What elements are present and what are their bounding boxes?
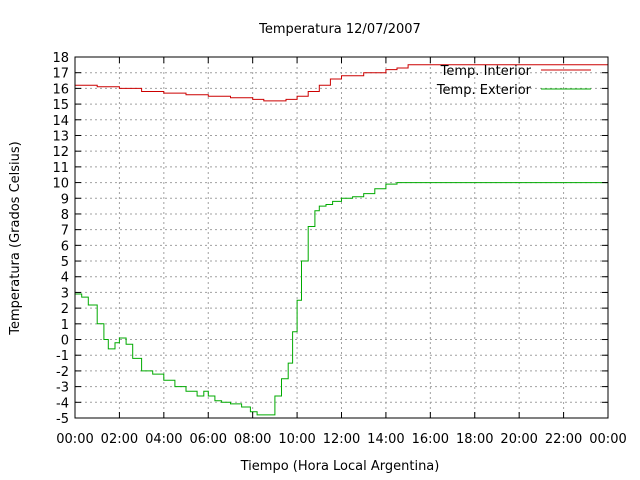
y-tick-label: 8 bbox=[61, 208, 69, 223]
x-tick-label: 18:00 bbox=[456, 432, 493, 447]
legend-label-exterior: Temp. Exterior bbox=[436, 83, 532, 98]
y-tick-label: 7 bbox=[61, 224, 69, 239]
y-tick-label: 2 bbox=[61, 302, 69, 317]
x-tick-label: 12:00 bbox=[323, 432, 360, 447]
y-tick-label: 4 bbox=[61, 271, 69, 286]
y-tick-label: 5 bbox=[61, 255, 69, 270]
y-axis-label: Temperatura (Grados Celsius) bbox=[8, 141, 23, 335]
y-tick-label: 14 bbox=[52, 114, 69, 129]
axis-ticks bbox=[74, 56, 609, 419]
y-tick-label: -5 bbox=[56, 412, 69, 427]
y-tick-label: 15 bbox=[52, 98, 69, 113]
y-tick-label: -3 bbox=[56, 381, 69, 396]
y-tick-label: 12 bbox=[52, 145, 69, 160]
x-tick-label: 14:00 bbox=[367, 432, 404, 447]
x-tick-label: 00:00 bbox=[56, 432, 93, 447]
x-tick-label: 02:00 bbox=[101, 432, 138, 447]
x-tick-label: 22:00 bbox=[545, 432, 582, 447]
x-axis-tick-labels: 00:00 02:00 04:00 06:00 08:00 10:00 12:00 14:00… bbox=[56, 432, 626, 447]
y-tick-label: 13 bbox=[52, 129, 69, 144]
y-tick-label: 9 bbox=[61, 192, 69, 207]
x-tick-label: 08:00 bbox=[234, 432, 271, 447]
y-tick-label: -2 bbox=[56, 365, 69, 380]
x-tick-label: 04:00 bbox=[145, 432, 182, 447]
y-tick-label: -4 bbox=[56, 396, 69, 411]
x-tick-label: 20:00 bbox=[500, 432, 537, 447]
grid-lines bbox=[75, 57, 608, 418]
series-line-interior bbox=[75, 64, 609, 102]
y-tick-label: 16 bbox=[52, 82, 69, 97]
y-tick-label: 6 bbox=[61, 239, 69, 254]
chart-title: Temperatura 12/07/2007 bbox=[258, 22, 421, 37]
y-tick-label: 11 bbox=[52, 161, 69, 176]
y-tick-label: 18 bbox=[52, 51, 69, 66]
y-tick-label: 17 bbox=[52, 67, 69, 82]
x-tick-label: 06:00 bbox=[190, 432, 227, 447]
series-line-exterior bbox=[75, 182, 609, 416]
x-axis-label: Tiempo (Hora Local Argentina) bbox=[240, 459, 440, 474]
x-tick-label: 00:00 bbox=[589, 432, 626, 447]
y-tick-label: 3 bbox=[61, 286, 69, 301]
y-tick-label: 1 bbox=[61, 318, 69, 333]
x-tick-label: 10:00 bbox=[278, 432, 315, 447]
x-tick-label: 16:00 bbox=[412, 432, 449, 447]
y-tick-label: 10 bbox=[52, 177, 69, 192]
y-tick-label: -1 bbox=[56, 349, 69, 364]
series-layer bbox=[75, 64, 609, 416]
legend: Temp. Interior Temp. Exterior bbox=[436, 64, 591, 98]
legend-label-interior: Temp. Interior bbox=[440, 64, 532, 79]
y-tick-label: 0 bbox=[61, 334, 69, 349]
